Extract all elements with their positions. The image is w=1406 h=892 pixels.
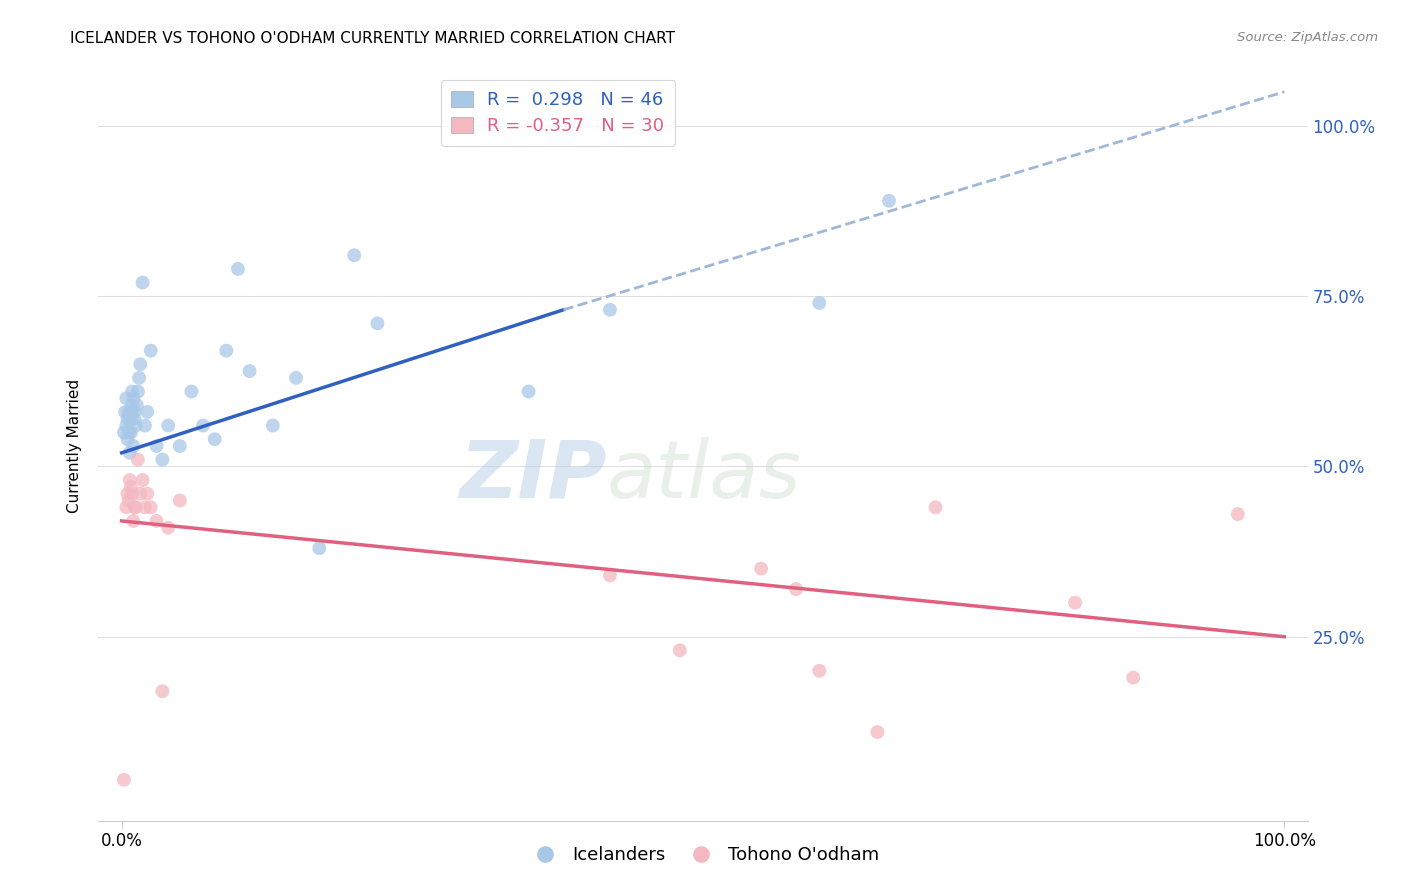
Point (117, 411, 139, 425)
Point (204, 432, 226, 446)
Point (308, 541, 330, 556)
Point (285, 371, 308, 385)
Point (112, 425, 135, 440)
Point (145, 514, 167, 528)
Point (785, 582, 807, 596)
Point (150, 684, 173, 698)
Text: ICELANDER VS TOHONO O'ODHAM CURRENTLY MARRIED CORRELATION CHART: ICELANDER VS TOHONO O'ODHAM CURRENTLY MA… (70, 31, 675, 46)
Point (120, 405, 142, 419)
Point (124, 405, 146, 419)
Point (169, 493, 191, 508)
Text: atlas: atlas (606, 437, 801, 515)
Point (115, 418, 138, 433)
Point (120, 480, 142, 494)
Point (129, 486, 152, 500)
Point (118, 425, 141, 440)
Point (191, 418, 214, 433)
Point (128, 371, 150, 385)
Point (239, 364, 262, 378)
Point (1122, 671, 1144, 685)
Point (118, 446, 141, 460)
Point (122, 514, 145, 528)
Point (668, 643, 690, 657)
Point (136, 405, 159, 419)
Point (139, 500, 162, 515)
Point (120, 425, 142, 440)
Point (121, 398, 143, 412)
Point (124, 500, 146, 515)
Point (115, 500, 138, 515)
Point (226, 261, 249, 276)
Point (117, 486, 139, 500)
Point (118, 493, 141, 508)
Point (180, 384, 202, 399)
Point (877, 194, 900, 208)
Legend: Icelanders, Tohono O'odham: Icelanders, Tohono O'odham (519, 839, 887, 871)
Text: ZIP: ZIP (458, 437, 606, 515)
Point (118, 411, 141, 425)
Point (924, 500, 946, 515)
Point (139, 343, 162, 358)
Point (129, 357, 152, 371)
Point (136, 486, 159, 500)
Text: Source: ZipAtlas.com: Source: ZipAtlas.com (1237, 31, 1378, 45)
Point (112, 772, 135, 787)
Point (118, 473, 141, 487)
Point (134, 500, 156, 515)
Point (122, 439, 145, 453)
Y-axis label: Currently Married: Currently Married (67, 379, 83, 513)
Point (127, 384, 149, 399)
Point (808, 664, 831, 678)
Point (117, 432, 139, 446)
Point (343, 248, 366, 262)
Point (134, 418, 156, 433)
Point (121, 486, 143, 500)
Point (131, 276, 153, 290)
Point (121, 384, 143, 399)
Point (157, 521, 180, 535)
Point (127, 452, 149, 467)
Point (124, 418, 146, 433)
Point (169, 439, 191, 453)
Point (366, 317, 388, 331)
Point (599, 568, 621, 582)
Point (262, 418, 284, 433)
Point (145, 439, 167, 453)
Point (1064, 596, 1087, 610)
Point (122, 392, 145, 406)
Point (131, 473, 153, 487)
Point (124, 411, 146, 425)
Point (118, 405, 141, 419)
Point (124, 500, 146, 515)
Point (125, 398, 148, 412)
Point (115, 392, 138, 406)
Point (157, 418, 180, 433)
Point (866, 725, 889, 739)
Point (215, 343, 238, 358)
Point (150, 452, 173, 467)
Point (599, 302, 621, 317)
Point (517, 384, 540, 399)
Point (1226, 507, 1249, 521)
Point (808, 296, 831, 310)
Point (749, 561, 772, 575)
Point (114, 405, 136, 419)
